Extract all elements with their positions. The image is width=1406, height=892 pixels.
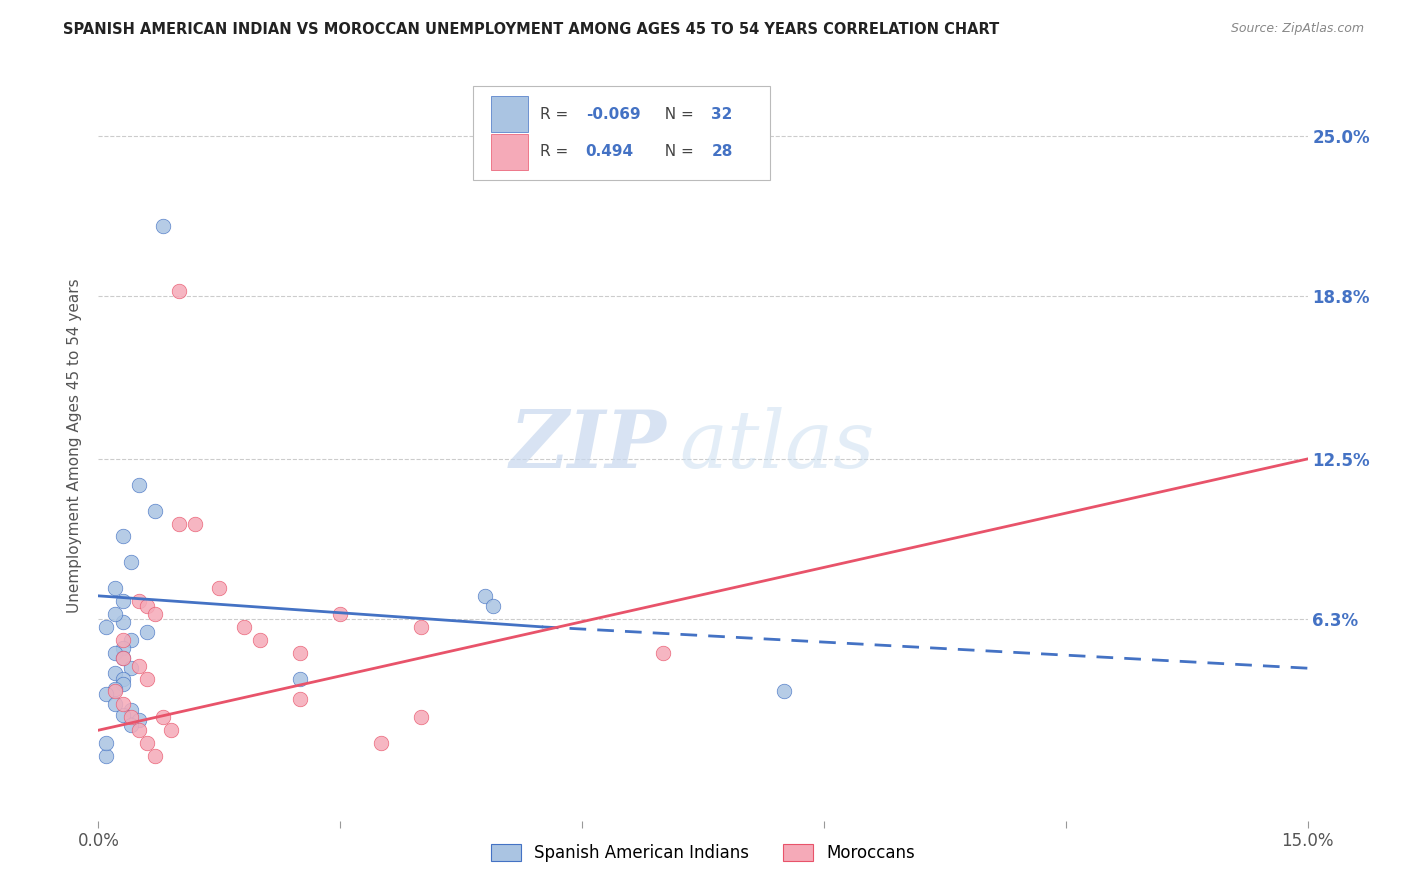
Point — [167, 284, 190, 298]
Point — [135, 736, 157, 750]
Point — [111, 707, 134, 722]
FancyBboxPatch shape — [474, 87, 769, 180]
Point — [120, 632, 142, 647]
Point — [120, 661, 142, 675]
Point — [120, 555, 142, 569]
Point — [103, 581, 125, 595]
Text: Source: ZipAtlas.com: Source: ZipAtlas.com — [1230, 22, 1364, 36]
Point — [96, 736, 118, 750]
Text: -0.069: -0.069 — [586, 106, 640, 121]
Text: R =: R = — [540, 144, 578, 159]
Point — [103, 681, 125, 696]
Point — [143, 503, 166, 517]
Text: SPANISH AMERICAN INDIAN VS MOROCCAN UNEMPLOYMENT AMONG AGES 45 TO 54 YEARS CORRE: SPANISH AMERICAN INDIAN VS MOROCCAN UNEM… — [63, 22, 1000, 37]
Point — [135, 672, 157, 686]
Point — [772, 684, 794, 698]
Point — [128, 713, 150, 727]
Point — [128, 594, 150, 608]
Text: R =: R = — [540, 106, 572, 121]
Point — [103, 698, 125, 712]
Point — [143, 607, 166, 621]
Point — [111, 698, 134, 712]
Point — [482, 599, 505, 614]
Y-axis label: Unemployment Among Ages 45 to 54 years: Unemployment Among Ages 45 to 54 years — [67, 278, 83, 614]
Point — [288, 672, 311, 686]
Point — [135, 625, 157, 640]
Point — [111, 615, 134, 629]
Point — [111, 529, 134, 543]
Point — [96, 749, 118, 764]
Point — [96, 687, 118, 701]
Point — [232, 620, 254, 634]
Point — [409, 710, 432, 724]
Point — [152, 219, 174, 234]
Point — [370, 736, 392, 750]
Point — [651, 646, 673, 660]
Point — [111, 632, 134, 647]
Text: atlas: atlas — [679, 408, 875, 484]
Point — [111, 640, 134, 655]
Point — [120, 710, 142, 724]
Point — [128, 723, 150, 738]
Point — [288, 692, 311, 706]
Point — [103, 666, 125, 681]
Point — [135, 599, 157, 614]
Point — [111, 651, 134, 665]
Point — [184, 516, 207, 531]
Point — [103, 607, 125, 621]
Point — [111, 651, 134, 665]
Text: 0.494: 0.494 — [586, 144, 634, 159]
Text: 28: 28 — [711, 144, 733, 159]
Point — [329, 607, 352, 621]
Point — [120, 718, 142, 732]
Point — [208, 581, 231, 595]
Point — [160, 723, 183, 738]
Point — [103, 646, 125, 660]
Point — [111, 594, 134, 608]
Bar — [492, 134, 527, 169]
Text: ZIP: ZIP — [510, 408, 666, 484]
Text: N =: N = — [655, 144, 699, 159]
Legend: Spanish American Indians, Moroccans: Spanish American Indians, Moroccans — [485, 837, 921, 869]
Point — [152, 710, 174, 724]
Point — [143, 749, 166, 764]
Point — [120, 702, 142, 716]
Point — [128, 477, 150, 491]
Point — [249, 632, 271, 647]
Point — [128, 658, 150, 673]
Point — [111, 672, 134, 686]
Bar — [492, 96, 527, 132]
Text: 32: 32 — [711, 106, 733, 121]
Text: N =: N = — [655, 106, 699, 121]
Point — [474, 589, 496, 603]
Point — [103, 684, 125, 698]
Point — [288, 646, 311, 660]
Point — [167, 516, 190, 531]
Point — [111, 676, 134, 690]
Point — [409, 620, 432, 634]
Point — [96, 620, 118, 634]
